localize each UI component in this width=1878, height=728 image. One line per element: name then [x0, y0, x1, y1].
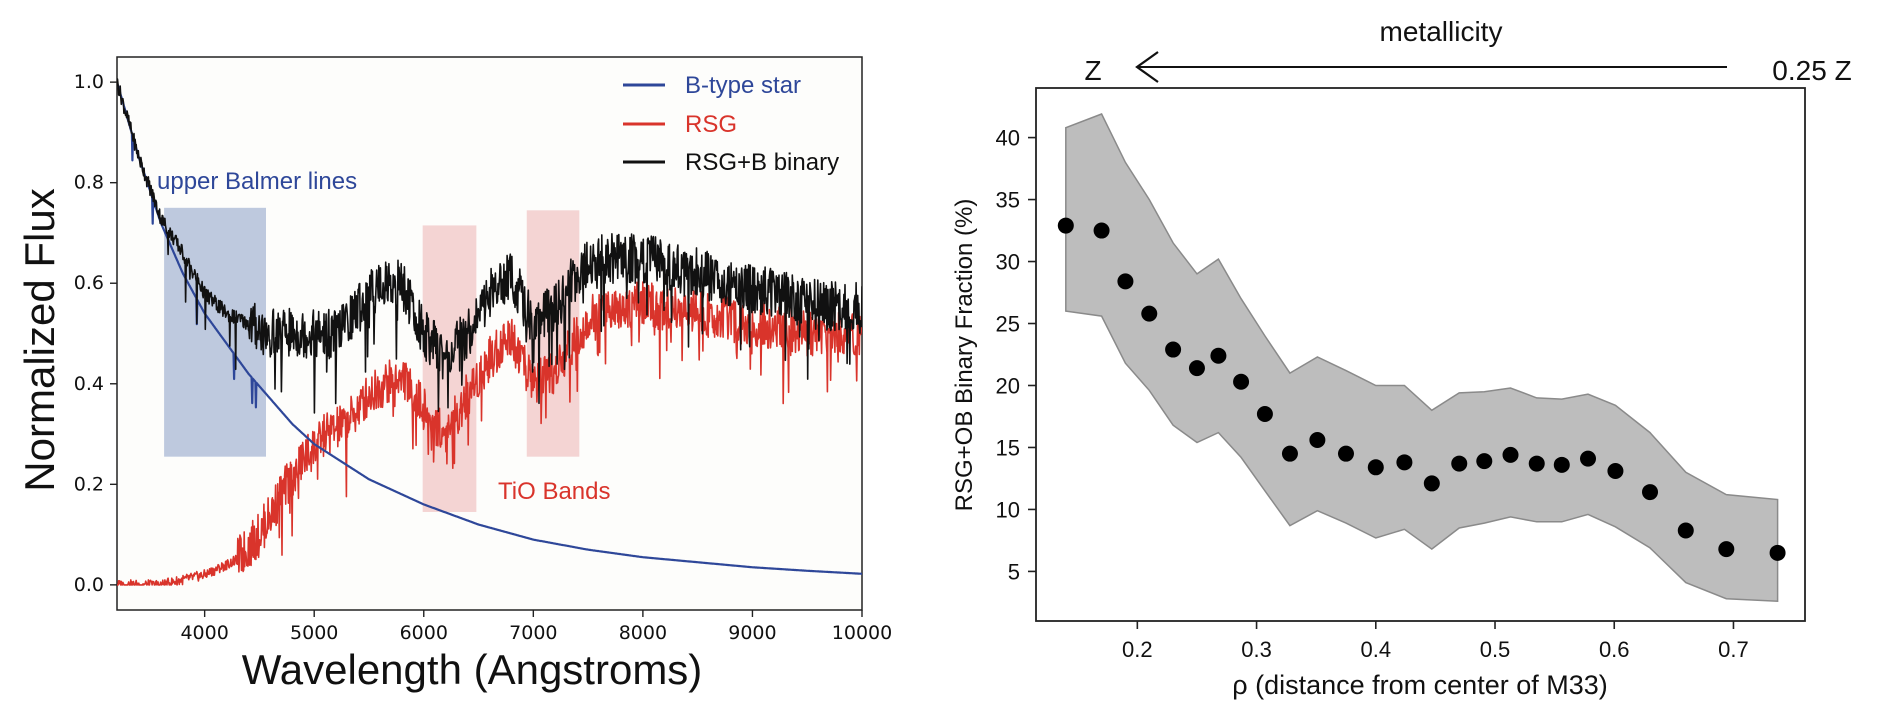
data-point	[1233, 373, 1250, 390]
y-axis-label-1: Normalized Flux	[16, 188, 63, 491]
series-line-rsg	[117, 281, 862, 586]
x-tick-label: 5000	[290, 622, 338, 644]
y-tick-label: 1.0	[74, 71, 104, 93]
data-point	[1607, 463, 1624, 480]
x-tick-label: 0.4	[1360, 637, 1391, 662]
y-tick-label: 40	[996, 126, 1020, 151]
annotation-tio: TiO Bands	[498, 478, 611, 505]
x-tick-label: 0.3	[1241, 637, 1272, 662]
y-tick-label: 0.6	[74, 272, 104, 294]
legend-label-b-type: B-type star	[685, 72, 801, 99]
y-tick-label: 20	[996, 373, 1020, 398]
data-point	[1093, 222, 1110, 239]
data-point	[1256, 405, 1273, 422]
legend-label-binary: RSG+B binary	[685, 149, 839, 176]
x-axis-label-1: Wavelength (Angstroms)	[242, 646, 703, 693]
x-tick-label: 9000	[728, 622, 776, 644]
data-point	[1057, 217, 1074, 234]
x-tick-label: 6000	[400, 622, 448, 644]
binary-fraction-panel: 0.2 0.3 0.4 0.5 0.6 0.7 5 10 15 20 25 30 35 40 ρ (di…	[951, 16, 1852, 700]
data-point	[1476, 453, 1493, 470]
legend-1: B-type star RSG RSG+B binary	[623, 72, 839, 176]
annotation-balmer: upper Balmer lines	[157, 168, 357, 195]
data-point	[1769, 544, 1786, 561]
metallicity-arrow-head-icon	[1135, 51, 1159, 83]
spectrum-panel: 4000 5000 6000 7000 8000 9000 10000 0.0 0.2 0.4 0…	[16, 56, 892, 693]
data-point	[1502, 446, 1519, 463]
data-point	[1718, 541, 1735, 558]
x-axis-label-2: ρ (distance from center of M33)	[1232, 670, 1608, 700]
metallicity-label: metallicity	[1380, 16, 1503, 47]
data-point	[1642, 484, 1659, 501]
data-point	[1337, 445, 1354, 462]
y-tick-label: 0.4	[74, 373, 104, 395]
y-tick-label: 0.0	[74, 574, 104, 596]
data-point	[1210, 347, 1227, 364]
data-point	[1141, 305, 1158, 322]
series-line-b-type-star	[117, 81, 862, 575]
metallicity-right-label: 0.25 Z	[1772, 55, 1851, 86]
y-tick-label: 0.2	[74, 473, 104, 495]
y-tick-label: 10	[996, 497, 1020, 522]
data-point	[1165, 341, 1182, 358]
uncertainty-band	[1065, 113, 1779, 602]
x-tick-label: 8000	[619, 622, 667, 644]
metallicity-axis: metallicity Z 0.25 Z	[1084, 16, 1851, 86]
data-point	[1528, 455, 1545, 472]
series-line-rsg-b-binary	[117, 78, 862, 414]
data-point	[1117, 273, 1134, 290]
data-point	[1396, 454, 1413, 471]
y-tick-label: 15	[996, 435, 1020, 460]
data-point	[1553, 456, 1570, 473]
x-tick-label: 0.2	[1122, 637, 1153, 662]
x-tick-label: 10000	[832, 622, 892, 644]
y-tick-label: 35	[996, 188, 1020, 213]
y-axis-label-2: RSG+OB Binary Fraction (%)	[951, 199, 978, 512]
y-tick-label: 25	[996, 312, 1020, 337]
data-point	[1309, 432, 1326, 449]
y-tick-label: 0.8	[74, 172, 104, 194]
x-tick-label: 0.5	[1480, 637, 1511, 662]
data-point	[1367, 459, 1384, 476]
y-tick-label: 30	[996, 250, 1020, 275]
y-tick-label: 5	[1008, 559, 1020, 584]
plot-area-2	[1035, 87, 1806, 622]
x-tick-label: 7000	[509, 622, 557, 644]
x-tick-label: 0.6	[1599, 637, 1630, 662]
data-point	[1677, 522, 1694, 539]
x-tick-label: 4000	[180, 622, 228, 644]
data-point	[1451, 455, 1468, 472]
data-point	[1188, 360, 1205, 377]
x-tick-label: 0.7	[1718, 637, 1749, 662]
data-point	[1580, 450, 1597, 467]
legend-label-rsg: RSG	[685, 111, 737, 138]
metallicity-left-label: Z	[1084, 55, 1101, 86]
data-point	[1423, 475, 1440, 492]
data-point	[1281, 445, 1298, 462]
